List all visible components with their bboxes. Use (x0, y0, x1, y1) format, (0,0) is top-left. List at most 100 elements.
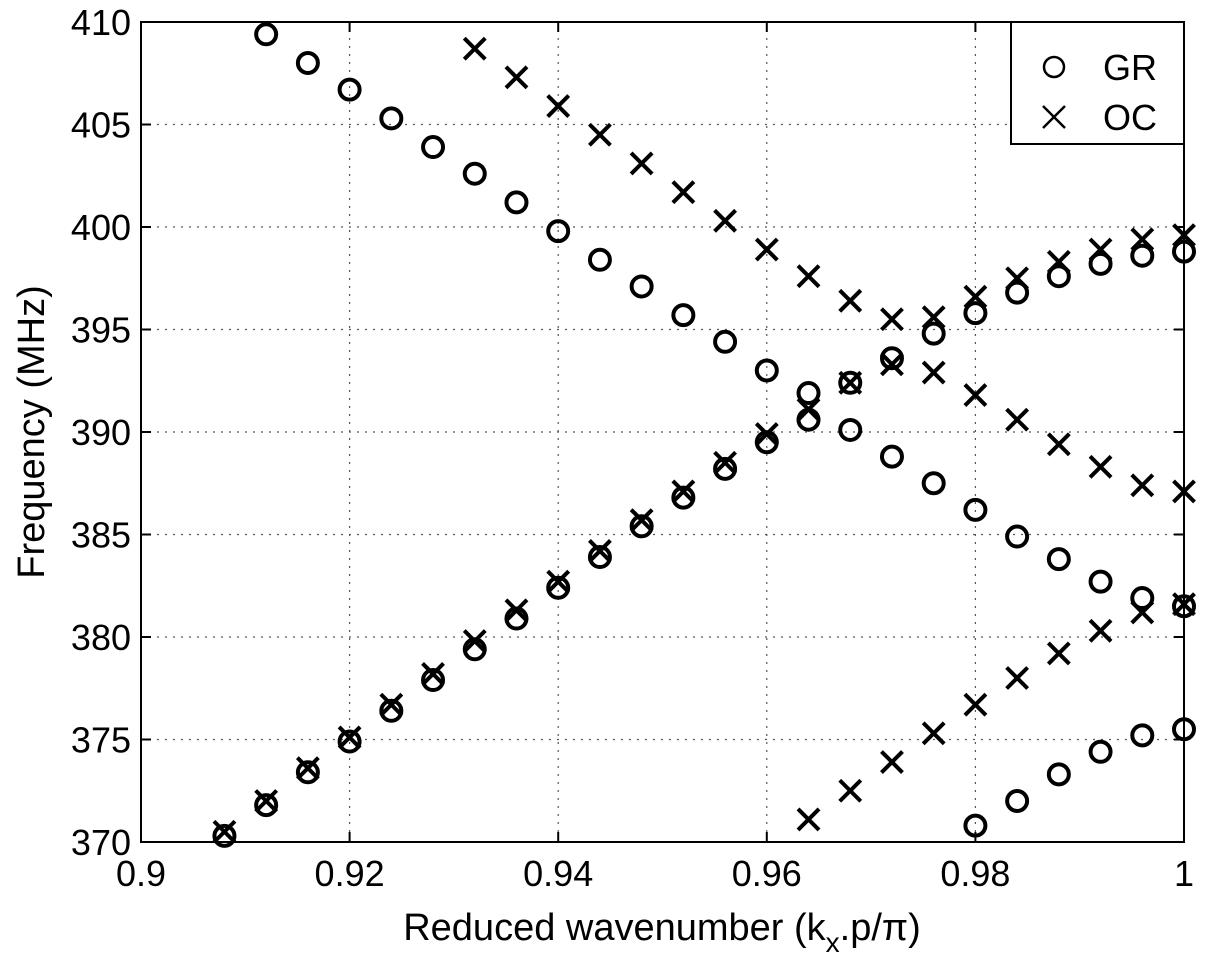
data-point-gr (337, 77, 362, 102)
data-point-oc (421, 661, 445, 686)
data-point-gr (963, 301, 988, 326)
data-point-oc (1005, 266, 1030, 291)
y-tick-label: 405 (71, 105, 131, 146)
data-point-gr (337, 729, 362, 754)
data-point-gr (1088, 739, 1113, 764)
y-tick-label: 390 (71, 412, 131, 453)
data-point-gr (1130, 586, 1155, 611)
x-axis-label: Reduced wavenumber (kx.p/π) (403, 907, 921, 957)
data-point-gr (295, 51, 320, 75)
data-point-gr (379, 106, 404, 131)
data-point-oc (1046, 432, 1071, 457)
y-tick-label: 380 (71, 617, 131, 658)
data-point-gr (254, 22, 279, 47)
y-tick-label: 400 (71, 207, 131, 248)
data-point-gr (713, 329, 738, 354)
data-point-gr (671, 485, 696, 510)
legend-gr-marker (1042, 55, 1066, 79)
legend: GR OC (1010, 21, 1185, 145)
data-point-oc (379, 692, 404, 717)
data-point-gr (546, 575, 571, 600)
data-point-gr (1172, 594, 1196, 619)
data-point-oc (838, 370, 863, 395)
data-point-gr (254, 793, 279, 818)
data-point-gr (921, 471, 946, 496)
data-point-oc (546, 569, 571, 594)
y-tick-labels: 370 375 380 385 390 395 400 405 410 (71, 2, 131, 863)
x-tick-label: 0.98 (940, 853, 1010, 894)
data-point-oc (754, 237, 779, 262)
data-point-oc (546, 94, 571, 118)
data-point-oc (588, 122, 612, 147)
x-tick-label: 1 (1174, 853, 1194, 894)
data-point-gr (1088, 569, 1113, 594)
data-point-oc (1130, 227, 1155, 252)
data-point-gr (1172, 717, 1196, 742)
data-point-gr (629, 274, 654, 299)
data-point-gr (671, 303, 696, 328)
data-point-oc (1005, 666, 1030, 690)
data-point-gr (963, 497, 988, 522)
data-point-gr (1130, 243, 1155, 268)
data-point-gr (879, 346, 904, 371)
data-point-oc (880, 307, 904, 332)
data-point-oc (337, 725, 362, 750)
data-point-gr (838, 417, 863, 442)
data-point-oc (671, 180, 696, 205)
data-point-gr (1005, 789, 1030, 813)
y-tick-label: 375 (71, 720, 131, 761)
series-oc (212, 36, 1196, 844)
data-point-gr (796, 407, 821, 432)
legend-oc-marker (1042, 105, 1066, 129)
data-point-gr (713, 456, 738, 481)
x-tick-label: 0.9 (116, 853, 166, 894)
data-point-oc (963, 284, 988, 309)
data-point-oc (1130, 473, 1155, 498)
data-point-oc (254, 789, 279, 813)
data-point-oc (796, 264, 821, 289)
x-tick-labels: 0.9 0.92 0.94 0.96 0.98 1 (116, 853, 1194, 894)
data-point-oc (838, 778, 863, 803)
data-point-oc (963, 692, 988, 717)
data-point-oc (921, 305, 946, 330)
data-point-oc (921, 721, 946, 746)
grid-lines (141, 22, 1184, 842)
data-point-gr (879, 444, 904, 469)
data-point-gr (212, 823, 237, 848)
x-tick-label: 0.96 (732, 853, 802, 894)
data-point-gr (1088, 251, 1113, 276)
legend-oc-label: OC (1103, 97, 1157, 138)
data-point-oc (713, 208, 737, 233)
data-point-oc (796, 807, 821, 832)
data-point-gr (1005, 280, 1030, 305)
data-point-gr (587, 545, 612, 570)
data-point-gr (587, 247, 612, 272)
data-point-oc (921, 360, 946, 385)
data-point-oc (1088, 237, 1113, 262)
x-tick-label: 0.94 (523, 853, 593, 894)
data-point-gr (1046, 264, 1071, 289)
legend-gr-label: GR (1103, 47, 1157, 88)
data-point-gr (1130, 723, 1155, 748)
x-tick-label: 0.92 (315, 853, 385, 894)
data-point-oc (1088, 454, 1113, 479)
data-point-gr (462, 161, 487, 186)
data-point-oc (880, 352, 904, 377)
data-point-gr (754, 358, 779, 383)
y-tick-label: 370 (71, 822, 131, 863)
data-point-oc (462, 629, 487, 654)
legend-box (1010, 21, 1185, 145)
data-point-oc (629, 151, 654, 176)
data-point-oc (1172, 223, 1196, 248)
data-point-oc (1130, 600, 1155, 625)
data-point-gr (838, 370, 863, 395)
series-gr (212, 22, 1196, 848)
data-point-oc (504, 65, 529, 90)
data-point-gr (421, 668, 446, 693)
data-point-oc (212, 819, 237, 844)
data-point-gr (1046, 547, 1071, 572)
data-point-gr (379, 698, 404, 723)
data-point-oc (588, 538, 612, 563)
data-point-oc (880, 750, 904, 774)
data-point-gr (1046, 762, 1071, 787)
